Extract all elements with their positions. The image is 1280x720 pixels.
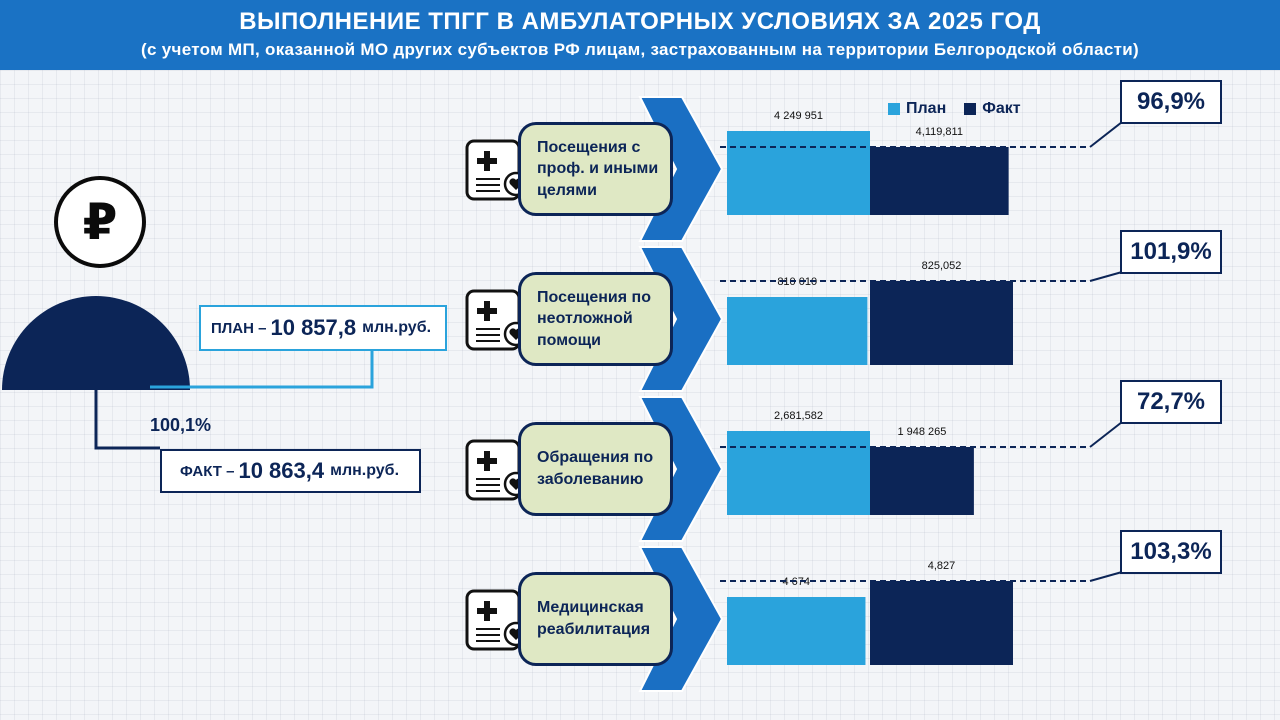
leader-line	[1089, 271, 1123, 282]
icon-plus-h	[477, 158, 497, 164]
fact-label: ФАКТ –	[180, 462, 235, 480]
fact-box: ФАКТ – 10 863,4 млн.руб.	[160, 449, 421, 493]
category-card-2: Посещения по неотложной помощи	[518, 272, 673, 366]
plan-label: ПЛАН –	[211, 319, 267, 337]
category-label: Медицинская реабилитация	[537, 597, 650, 640]
leader-line	[1089, 571, 1123, 582]
category-card-4: Медицинская реабилитация	[518, 572, 673, 666]
category-label-line: Посещения по	[537, 288, 651, 306]
category-card-3: Обращения по заболеванию	[518, 422, 673, 516]
bar-value-fact: 4,119,811	[916, 126, 963, 138]
legend-label-fact: Факт	[982, 100, 1021, 117]
category-label-line: Обращения по	[537, 449, 654, 467]
ruble-icon-glyph: ₽	[83, 193, 118, 251]
bar-plan	[727, 131, 870, 215]
category-label-line: Медицинская	[537, 599, 644, 617]
page-subtitle: (с учетом МП, оказанной МО других субъек…	[141, 40, 1139, 59]
bar-value-plan: 4 249 951	[774, 110, 823, 122]
icon-plus-h	[477, 458, 497, 464]
page-title: ВЫПОЛНЕНИЕ ТПГГ В АМБУЛАТОРНЫХ УСЛОВИЯХ …	[239, 8, 1041, 35]
bar-value-plan: 810 010	[777, 276, 817, 288]
percent-badge-1: 96,9%	[1120, 80, 1222, 124]
leader-line	[1089, 121, 1123, 148]
bar-fact	[870, 147, 1009, 215]
legend-swatch-fact	[964, 103, 977, 115]
fact-unit: млн.руб.	[330, 462, 400, 479]
plan-box: ПЛАН – 10 857,8 млн.руб.	[199, 305, 447, 351]
fact-connector-line	[94, 390, 160, 450]
bar-fact	[870, 447, 974, 515]
category-label: Обращения по заболеванию	[537, 447, 653, 490]
category-label-line: реабилитация	[537, 621, 651, 638]
legend-label-plan: План	[906, 100, 947, 117]
category-label-line: Посещения с	[537, 138, 641, 156]
percent-badge-4: 103,3%	[1120, 530, 1222, 574]
chart-legend: План Факт	[888, 100, 1039, 118]
legend-item-fact: Факт	[964, 100, 1021, 118]
category-card-1: Посещения с проф. и иными целями	[518, 122, 673, 216]
bar-fact	[870, 581, 1013, 665]
bar-value-plan: 2,681,582	[774, 410, 823, 422]
bar-plan	[727, 597, 866, 665]
category-label-line: неотложной	[537, 310, 633, 328]
ruble-icon	[54, 176, 146, 268]
bar-value-fact: 4,827	[928, 560, 956, 572]
category-label-line: помощи	[537, 331, 601, 349]
category-label-line: заболеванию	[537, 471, 644, 488]
legend-item-plan: План	[888, 100, 946, 118]
category-label: Посещения по неотложной помощи	[537, 287, 651, 352]
category-label: Посещения с проф. и иными целями	[537, 137, 658, 202]
bar-value-fact: 1 948 265	[897, 426, 946, 438]
bar-value-fact: 825,052	[922, 260, 962, 272]
bar-fact	[870, 281, 1013, 365]
plan-value: 10 857,8	[270, 315, 357, 340]
summary-graphic: ₽	[2, 176, 374, 450]
plan-unit: млн.руб.	[362, 319, 432, 336]
icon-plus-h	[477, 308, 497, 314]
leader-line	[1089, 421, 1123, 448]
bar-plan	[727, 431, 870, 515]
percent-badge-2: 101,9%	[1120, 230, 1222, 274]
legend-swatch-plan	[888, 103, 900, 115]
category-label-line: целями	[537, 181, 597, 199]
icon-plus-h	[477, 608, 497, 614]
fact-value: 10 863,4	[238, 458, 325, 483]
header-banner: ВЫПОЛНЕНИЕ ТПГГ В АМБУЛАТОРНЫХ УСЛОВИЯХ …	[0, 0, 1280, 70]
category-label-line: проф. и иными	[537, 160, 659, 178]
plan-connector-line	[150, 350, 374, 389]
bar-value-plan: 4 674	[782, 576, 810, 588]
overall-percent: 100,1%	[150, 415, 212, 435]
semicircle-shape	[2, 296, 190, 390]
bar-plan	[727, 297, 868, 365]
percent-badge-3: 72,7%	[1120, 380, 1222, 424]
